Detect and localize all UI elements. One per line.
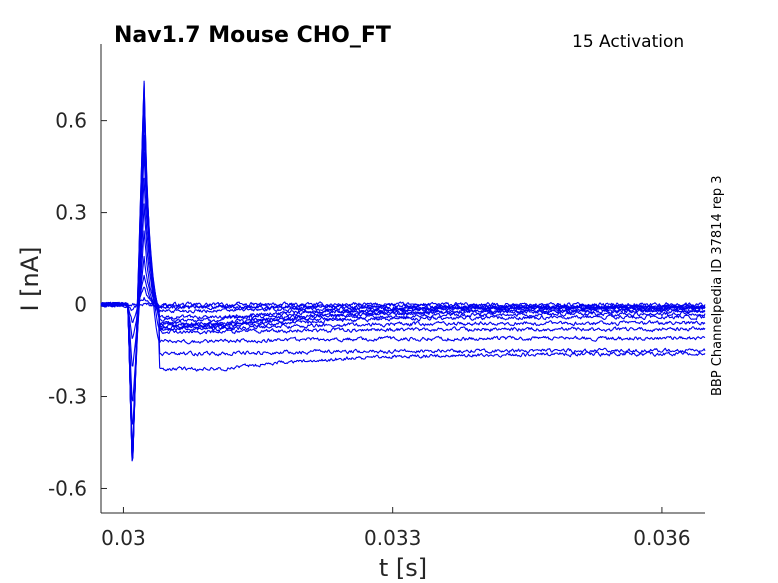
current-trace-line <box>100 115 706 457</box>
channelpedia-id-note: BBP Channelpedia ID 37814 rep 3 <box>710 175 725 396</box>
current-trace-line <box>100 82 706 461</box>
current-trace-line <box>101 230 706 402</box>
y-tick-label: -0.3 <box>48 385 87 409</box>
y-axis-ticks: 0.6 0.3 0 -0.3 -0.6 <box>48 109 107 500</box>
current-trace-line <box>100 103 706 461</box>
y-tick-label: 0.3 <box>55 201 87 225</box>
plot-area: 0.6 0.3 0 -0.3 -0.6 0.03 0.033 0.036 <box>48 44 706 550</box>
current-trace-line <box>101 93 706 462</box>
y-axis-label: I [nA] <box>16 246 44 311</box>
current-trace-line <box>100 301 706 309</box>
x-tick-label: 0.033 <box>364 526 421 550</box>
current-trace-line <box>100 255 706 367</box>
x-tick-label: 0.03 <box>101 526 146 550</box>
y-tick-label: -0.6 <box>48 476 87 500</box>
y-tick-label: 0 <box>74 293 87 317</box>
x-tick-label: 0.036 <box>633 526 690 550</box>
chart-subtitle: 15 Activation <box>572 32 684 52</box>
current-trace-line <box>100 152 706 450</box>
current-trace-line <box>100 80 706 461</box>
x-axis-label: t [s] <box>379 554 427 582</box>
y-tick-label: 0.6 <box>55 109 87 133</box>
x-axis-ticks: 0.03 0.033 0.036 <box>101 507 691 550</box>
chart-title: Nav1.7 Mouse CHO_FT <box>114 23 391 48</box>
current-traces <box>100 80 706 462</box>
current-trace-line <box>100 134 706 456</box>
